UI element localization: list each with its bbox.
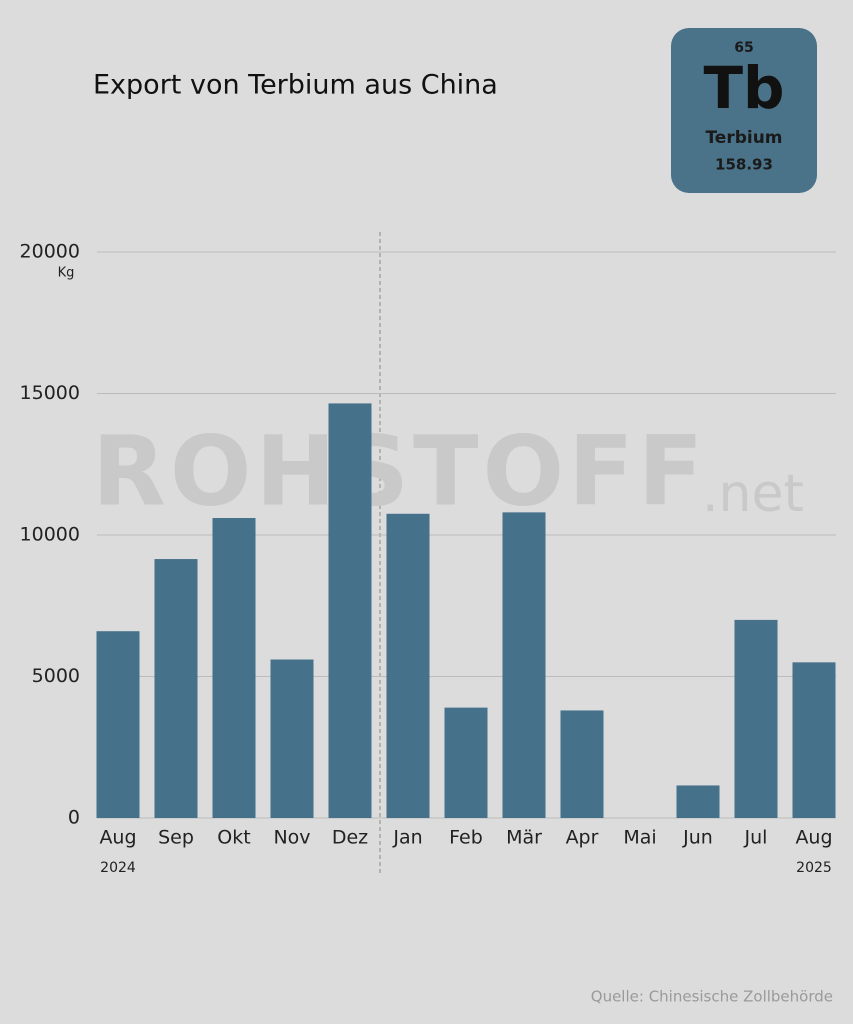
y-tick-label: 5000 bbox=[32, 665, 80, 687]
year-label: 2024 bbox=[100, 860, 136, 876]
bar bbox=[792, 662, 836, 818]
bar bbox=[328, 403, 372, 818]
element-symbol: Tb bbox=[703, 54, 784, 122]
bar bbox=[386, 513, 430, 818]
y-unit: Kg bbox=[58, 266, 75, 281]
x-tick-label: Mai bbox=[623, 827, 656, 849]
watermark-main: ROHSTOFF bbox=[92, 415, 707, 527]
year-label: 2025 bbox=[796, 860, 832, 876]
y-tick-label: 0 bbox=[68, 807, 80, 829]
watermark: ROHSTOFF .net bbox=[92, 415, 804, 527]
x-tick-label: Nov bbox=[273, 827, 310, 849]
y-tick-label: 10000 bbox=[20, 524, 80, 546]
x-tick-label: Okt bbox=[217, 827, 250, 849]
x-tick-label: Apr bbox=[566, 827, 599, 849]
x-tick-label: Mär bbox=[506, 827, 542, 849]
x-tick-label: Dez bbox=[332, 827, 368, 849]
x-tick-label: Jul bbox=[744, 827, 768, 849]
x-tick-label: Aug bbox=[99, 827, 136, 849]
x-tick-label: Jan bbox=[392, 827, 422, 849]
bar bbox=[444, 707, 488, 818]
bar bbox=[560, 710, 604, 818]
x-tick-label: Sep bbox=[158, 827, 194, 849]
bar bbox=[96, 631, 140, 818]
bar bbox=[212, 518, 256, 818]
bar bbox=[270, 659, 314, 818]
y-tick-label: 15000 bbox=[20, 382, 80, 404]
bar bbox=[676, 785, 720, 818]
bar bbox=[154, 559, 198, 818]
chart-title: Export von Terbium aus China bbox=[93, 70, 498, 101]
x-tick-label: Aug bbox=[795, 827, 832, 849]
x-tick-label: Feb bbox=[449, 827, 483, 849]
element-tile: 65 Tb Terbium 158.93 bbox=[671, 28, 817, 193]
watermark-suffix: .net bbox=[702, 464, 804, 524]
x-tick-label: Jun bbox=[682, 827, 713, 849]
y-tick-label: 20000 bbox=[20, 241, 80, 263]
element-mass: 158.93 bbox=[715, 156, 773, 174]
source: Quelle: Chinesische Zollbehörde bbox=[591, 988, 833, 1006]
element-name: Terbium bbox=[705, 128, 782, 148]
bar bbox=[734, 619, 778, 818]
element-number: 65 bbox=[734, 40, 753, 56]
tile-background bbox=[671, 28, 817, 193]
bar bbox=[502, 512, 546, 818]
